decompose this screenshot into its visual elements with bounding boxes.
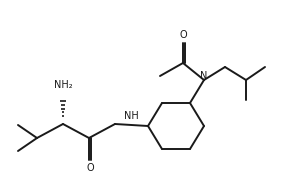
Text: N: N (200, 71, 208, 81)
Text: NH₂: NH₂ (54, 80, 72, 90)
Text: NH: NH (124, 111, 138, 121)
Text: O: O (86, 163, 94, 173)
Text: O: O (179, 30, 187, 40)
